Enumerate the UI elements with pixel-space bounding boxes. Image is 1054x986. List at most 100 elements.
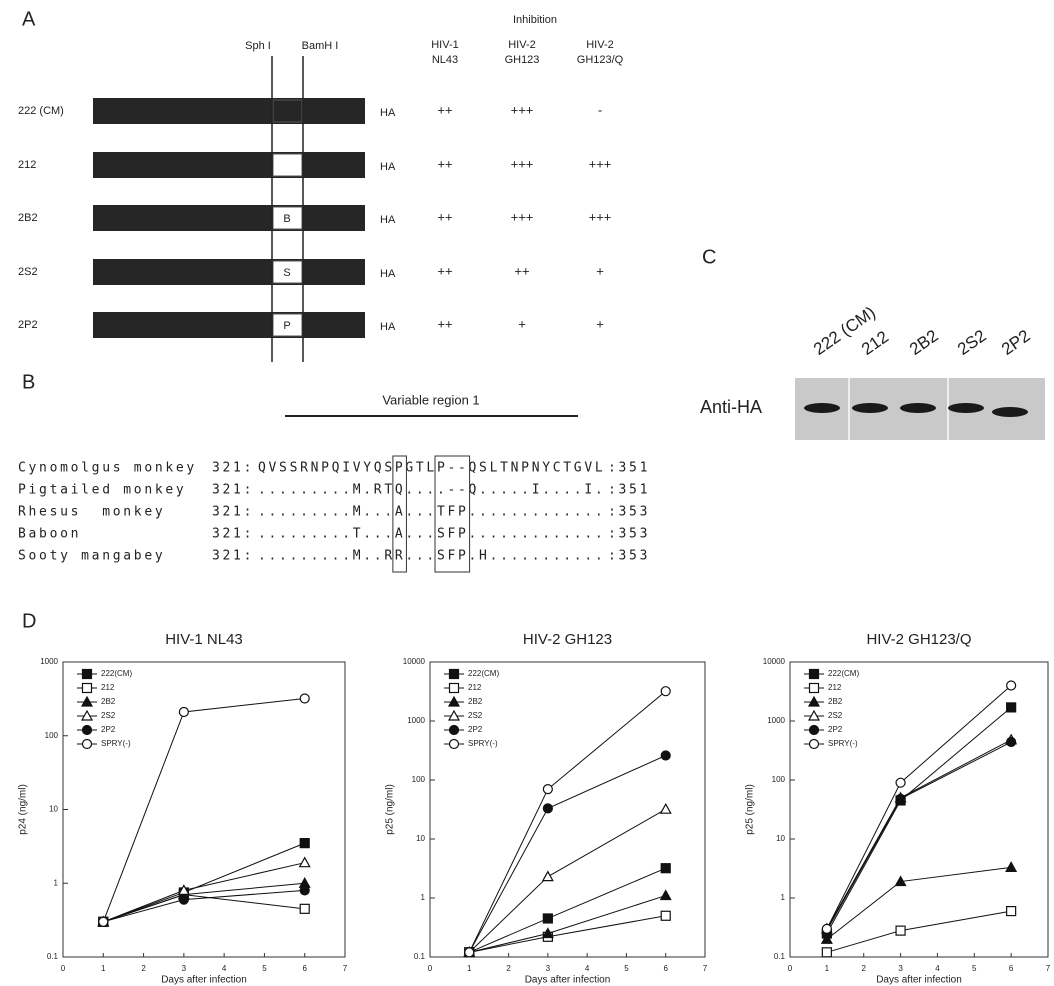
legend-label: 2B2 bbox=[101, 697, 116, 706]
panel-label: B bbox=[22, 371, 35, 393]
species: Rhesus monkey bbox=[18, 505, 165, 520]
x-tick-label: 4 bbox=[935, 964, 940, 973]
legend-marker bbox=[810, 684, 819, 693]
column-header: HIV-2 bbox=[586, 39, 614, 51]
column-header: GH123 bbox=[505, 54, 540, 66]
data-point bbox=[661, 751, 670, 760]
series-line bbox=[827, 867, 1011, 939]
band bbox=[992, 407, 1028, 417]
data-point bbox=[661, 911, 670, 920]
y-tick-label: 10000 bbox=[763, 657, 786, 666]
data-point bbox=[822, 948, 831, 957]
x-tick-label: 5 bbox=[624, 964, 629, 973]
x-tick-label: 3 bbox=[898, 964, 903, 973]
x-tick-label: 5 bbox=[262, 964, 267, 973]
legend-label: 212 bbox=[101, 683, 115, 692]
data-point bbox=[822, 924, 831, 933]
data-point bbox=[661, 804, 671, 813]
data-point bbox=[661, 687, 670, 696]
y-tick-label: 100 bbox=[45, 731, 59, 740]
figure: AInhibitionHIV-1NL43HIV-2GH123HIV-2GH123… bbox=[0, 0, 1054, 986]
panel-label: C bbox=[702, 246, 716, 268]
lane-label: 2S2 bbox=[954, 326, 990, 359]
data-point bbox=[300, 839, 309, 848]
legend-marker bbox=[83, 726, 92, 735]
data-point bbox=[1006, 862, 1016, 871]
x-tick-label: 5 bbox=[972, 964, 977, 973]
column-header: HIV-1 bbox=[431, 39, 459, 51]
inhibition-value: ++ bbox=[437, 156, 452, 171]
y-axis-label: p25 (ng/ml) bbox=[745, 784, 756, 835]
construct-bar bbox=[93, 312, 365, 338]
x-tick-label: 0 bbox=[428, 964, 433, 973]
y-tick-label: 100 bbox=[412, 775, 426, 784]
start: 321: bbox=[212, 483, 254, 498]
legend-marker bbox=[450, 726, 459, 735]
region-label: Variable region 1 bbox=[382, 392, 479, 407]
legend-label: 212 bbox=[828, 683, 842, 692]
sequence: QVSSRNPQIVYQSPGTLP--QSLTNPNYCTGVL bbox=[258, 461, 605, 476]
tag-label: HA bbox=[380, 161, 396, 173]
data-point bbox=[1007, 681, 1016, 690]
band bbox=[852, 403, 888, 413]
y-tick-label: 100 bbox=[772, 775, 786, 784]
construct-bar bbox=[93, 205, 365, 231]
series-line bbox=[469, 868, 665, 952]
inhibition-value: +++ bbox=[589, 209, 612, 224]
start: 321: bbox=[212, 461, 254, 476]
x-tick-label: 2 bbox=[141, 964, 146, 973]
inhibition-value: ++ bbox=[437, 209, 452, 224]
y-tick-label: 1 bbox=[54, 878, 59, 887]
data-point bbox=[1007, 907, 1016, 916]
species: Cynomolgus monkey bbox=[18, 461, 197, 476]
data-point bbox=[1007, 738, 1016, 747]
insert-letter: P bbox=[283, 320, 290, 332]
inhibition-value: + bbox=[596, 316, 604, 331]
legend-label: 2P2 bbox=[101, 725, 116, 734]
end: :351 bbox=[608, 483, 650, 498]
insert-letter: B bbox=[283, 213, 290, 225]
legend-label: 212 bbox=[468, 683, 482, 692]
data-point bbox=[896, 794, 905, 803]
y-tick-label: 0.1 bbox=[47, 952, 59, 961]
band bbox=[804, 403, 840, 413]
legend-label: 222(CM) bbox=[468, 669, 499, 678]
x-tick-label: 6 bbox=[1009, 964, 1014, 973]
start: 321: bbox=[212, 527, 254, 542]
legend-marker bbox=[83, 684, 92, 693]
y-tick-label: 10 bbox=[49, 805, 58, 814]
lane-label: 2P2 bbox=[998, 326, 1034, 359]
legend-marker bbox=[83, 740, 92, 749]
y-tick-label: 1000 bbox=[407, 716, 425, 725]
antibody-label: Anti-HA bbox=[700, 397, 762, 417]
x-tick-label: 1 bbox=[101, 964, 106, 973]
construct-bar bbox=[93, 98, 365, 124]
data-point bbox=[300, 886, 309, 895]
y-axis-label: p24 (ng/ml) bbox=[18, 784, 29, 835]
inhibition-value: ++ bbox=[437, 316, 452, 331]
legend-label: 2B2 bbox=[828, 697, 843, 706]
legend-marker bbox=[83, 670, 92, 679]
inhibition-value: +++ bbox=[589, 156, 612, 171]
data-point bbox=[99, 917, 108, 926]
y-tick-label: 1000 bbox=[40, 657, 58, 666]
column-header: HIV-2 bbox=[508, 39, 536, 51]
insert-region bbox=[273, 100, 302, 122]
series-line bbox=[103, 895, 304, 922]
data-point bbox=[179, 895, 188, 904]
x-axis-label: Days after infection bbox=[525, 975, 611, 986]
legend-marker bbox=[810, 726, 819, 735]
data-point bbox=[300, 858, 310, 867]
legend-marker bbox=[450, 740, 459, 749]
insert-region bbox=[273, 154, 302, 176]
start: 321: bbox=[212, 505, 254, 520]
inhibition-value: +++ bbox=[511, 156, 534, 171]
inhibition-value: + bbox=[596, 263, 604, 278]
data-point bbox=[300, 694, 309, 703]
header: Inhibition bbox=[513, 14, 557, 26]
lane-label: 212 bbox=[858, 327, 892, 359]
end: :353 bbox=[608, 505, 650, 520]
insert-letter: S bbox=[283, 267, 290, 279]
construct-bar bbox=[93, 152, 365, 178]
x-tick-label: 4 bbox=[222, 964, 227, 973]
